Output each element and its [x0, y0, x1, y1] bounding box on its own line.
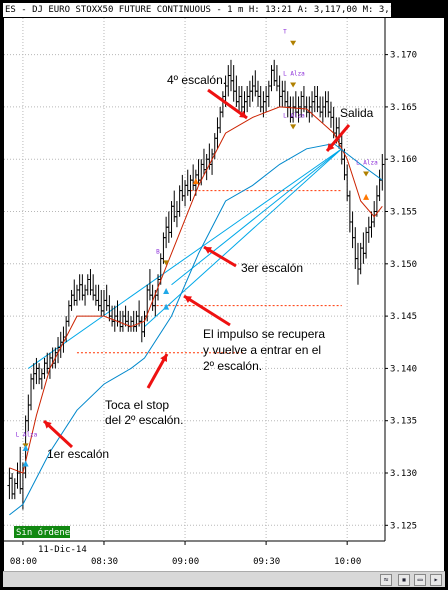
y-tick-label: 3.135	[390, 417, 417, 427]
annotation-arrow	[183, 294, 231, 327]
annotation-text: 1er escalón	[47, 447, 109, 461]
arrow-head-icon	[184, 296, 192, 303]
y-tick-label: 3.125	[390, 521, 417, 531]
arrow-head-icon	[204, 247, 212, 254]
print-icon[interactable]: ▭	[414, 574, 426, 586]
trend-line	[28, 148, 343, 369]
signal-marker-icon	[163, 260, 170, 266]
arrow-head-icon	[44, 421, 52, 429]
y-tick-label: 3.160	[390, 155, 417, 165]
signal-label: L Alza	[16, 431, 38, 438]
buy-signal-icon	[163, 287, 170, 294]
signal-label: T	[283, 29, 287, 36]
x-tick-label: 08:30	[91, 557, 118, 567]
fast-ma-line	[9, 106, 383, 474]
slow-ma-line	[9, 142, 383, 516]
signal-label: L Alza	[356, 159, 378, 166]
annotation-text: 4º escalón.	[167, 73, 226, 87]
y-tick-label: 3.130	[390, 469, 417, 479]
plot-background	[4, 18, 385, 541]
buy-signal-icon	[363, 193, 370, 200]
buy-signal-icon	[22, 444, 29, 451]
annotation-text: Salida	[340, 106, 374, 120]
y-tick-label: 3.150	[390, 260, 417, 270]
annotation-text: del 2º escalón.	[105, 413, 183, 427]
buy-signal-icon	[22, 460, 29, 467]
x-tick-label: 09:00	[172, 557, 199, 567]
x-tick-label: 09:30	[253, 557, 280, 567]
chart-settings-icon[interactable]: ≈	[380, 574, 392, 586]
arrow-head-icon	[239, 110, 247, 118]
annotation-text: 2º escalón.	[203, 359, 262, 373]
annotation-text: Toca el stop	[105, 398, 169, 412]
save-icon[interactable]: ▪	[398, 574, 410, 586]
signal-marker-icon	[290, 40, 297, 46]
arrow-head-icon	[160, 354, 167, 362]
expand-icon[interactable]: ▸	[430, 574, 442, 586]
annotation-arrow	[207, 88, 248, 120]
y-tick-label: 3.145	[390, 312, 417, 322]
order-status-text: Sin órdenes	[16, 527, 76, 538]
trend-line	[144, 148, 343, 327]
signal-marker-icon	[363, 171, 370, 177]
x-tick-label: 10:00	[334, 557, 361, 567]
arrow-head-icon	[327, 143, 335, 151]
date-label: 11-Dic-14	[38, 545, 87, 555]
trend-line	[171, 148, 343, 286]
buy-signal-icon	[192, 178, 199, 185]
bottom-toolbar: ≈ ▪ ▭ ▸	[3, 571, 445, 587]
signal-label: B	[156, 248, 160, 255]
signal-marker-icon	[290, 124, 297, 130]
y-tick-label: 3.140	[390, 364, 417, 374]
x-tick-label: 08:00	[10, 557, 37, 567]
chart-title: ES - DJ EURO STOXX50 FUTURE CONTINUOUS -…	[3, 3, 391, 17]
signal-label: L Alza	[283, 112, 305, 119]
y-tick-label: 3.170	[390, 51, 417, 61]
buy-signal-icon	[163, 303, 170, 310]
signal-marker-icon	[290, 82, 297, 88]
annotation-text: El impulso se recupera	[203, 327, 325, 341]
order-status-badge	[14, 526, 70, 538]
y-axis-panel	[385, 18, 444, 541]
annotation-text: 3er escalón	[241, 261, 303, 275]
y-tick-label: 3.165	[390, 103, 417, 113]
annotation-text: y vuelve a entrar en el	[203, 343, 321, 357]
x-axis-panel	[4, 541, 444, 571]
signal-label: L Alza	[283, 71, 305, 78]
y-tick-label: 3.155	[390, 208, 417, 218]
